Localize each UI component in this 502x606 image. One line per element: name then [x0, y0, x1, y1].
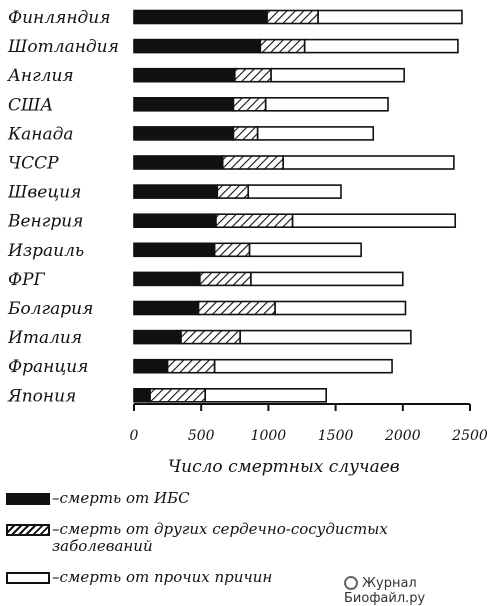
legend-label-ibs: –смерть от ИБС — [52, 489, 190, 507]
bar-segment-empty — [282, 155, 455, 170]
bar-segment-empty — [256, 126, 375, 141]
bar-segment-solid — [133, 67, 236, 83]
bar-segment-solid — [133, 38, 262, 54]
category-label: ФРГ — [8, 270, 46, 290]
bar-segment-solid — [133, 300, 200, 316]
x-tick-label: 2500 — [451, 428, 488, 444]
legend-label-rest: –смерть от прочих причин — [52, 568, 273, 586]
bar-segment-empty — [274, 300, 407, 316]
bar-segment-solid — [133, 358, 169, 374]
bar-segment-hatched — [232, 126, 259, 141]
bar-segment-empty — [248, 242, 362, 258]
legend-swatch-solid — [6, 493, 50, 505]
bar-segment-empty — [213, 358, 393, 374]
legend-item-other-cvd: –смерть от других сердечно-сосудистых за… — [6, 521, 486, 559]
bar-segment-hatched — [232, 97, 267, 112]
category-label: Швеция — [7, 183, 81, 203]
bar-segment-solid — [133, 271, 201, 287]
category-label: Болгария — [7, 299, 93, 319]
category-label: Финляндия — [8, 8, 111, 28]
legend-label-other-cvd: –смерть от других сердечно-сосудистых — [52, 520, 388, 538]
bar-segment-empty — [264, 97, 389, 112]
bar-segment-hatched — [180, 329, 241, 345]
bar-segment-hatched — [166, 358, 216, 374]
bar-segment-solid — [133, 387, 151, 403]
bar-segment-hatched — [149, 387, 207, 403]
bar-segment-empty — [270, 67, 405, 83]
category-labels: Финляндия Шотландия Англия США Канада ЧССР Шве… — [7, 8, 119, 406]
bars-group — [133, 9, 463, 403]
bar-segment-empty — [303, 38, 459, 54]
bar-segment-hatched — [197, 300, 276, 316]
category-label: Канада — [7, 124, 74, 144]
legend-item-ibs: –смерть от ИБС — [6, 490, 406, 510]
bar-segment-solid — [133, 184, 219, 199]
category-label: Франция — [8, 357, 88, 377]
bar-segment-solid — [133, 126, 235, 141]
legend-item-rest: –смерть от прочих причин — [6, 569, 336, 589]
bar-segment-hatched — [213, 242, 251, 258]
bar-segment-empty — [317, 9, 463, 25]
category-label: Израиль — [7, 241, 84, 261]
bar-segment-hatched — [199, 271, 252, 287]
watermark: Журнал Биофайл.ру — [344, 576, 502, 606]
bar-segment-hatched — [221, 155, 284, 170]
bar-segment-solid — [133, 9, 268, 25]
bar-segment-empty — [247, 184, 342, 199]
x-tick-label: 2000 — [384, 428, 421, 444]
x-tick-label: 500 — [188, 428, 215, 444]
category-label: Венгрия — [7, 212, 83, 232]
category-label: Италия — [7, 328, 82, 348]
bar-segment-hatched — [215, 213, 294, 228]
bar-segment-hatched — [216, 184, 250, 199]
bar-segment-hatched — [234, 67, 272, 83]
bar-segment-empty — [291, 213, 457, 228]
legend-swatch-empty — [6, 572, 50, 584]
x-tick-label: 1000 — [251, 428, 287, 444]
microscope-icon — [344, 576, 358, 590]
x-tick-label: 1500 — [318, 428, 354, 444]
category-label: Япония — [7, 386, 76, 406]
legend-swatch-hatched — [6, 524, 50, 536]
bar-segment-hatched — [259, 38, 306, 54]
bar-segment-empty — [250, 271, 404, 287]
bar-segment-solid — [133, 329, 182, 345]
category-label: США — [8, 95, 53, 115]
bar-segment-solid — [133, 97, 235, 112]
bar-segment-solid — [133, 155, 224, 170]
bar-segment-hatched — [266, 9, 319, 25]
bar-segment-solid — [133, 242, 216, 258]
category-label: Англия — [7, 66, 74, 86]
bar-segment-empty — [239, 329, 412, 345]
legend-label-other-cvd-line2: заболеваний — [52, 537, 153, 555]
x-axis: 0 500 1000 1500 2000 2500 — [130, 403, 488, 444]
x-tick-label: 0 — [130, 428, 139, 444]
bar-segment-solid — [133, 213, 217, 228]
x-axis-title: Число смертных случаев — [168, 457, 400, 477]
bar-segment-empty — [204, 387, 327, 403]
category-label: ЧССР — [8, 154, 59, 174]
category-label: Шотландия — [7, 37, 119, 57]
